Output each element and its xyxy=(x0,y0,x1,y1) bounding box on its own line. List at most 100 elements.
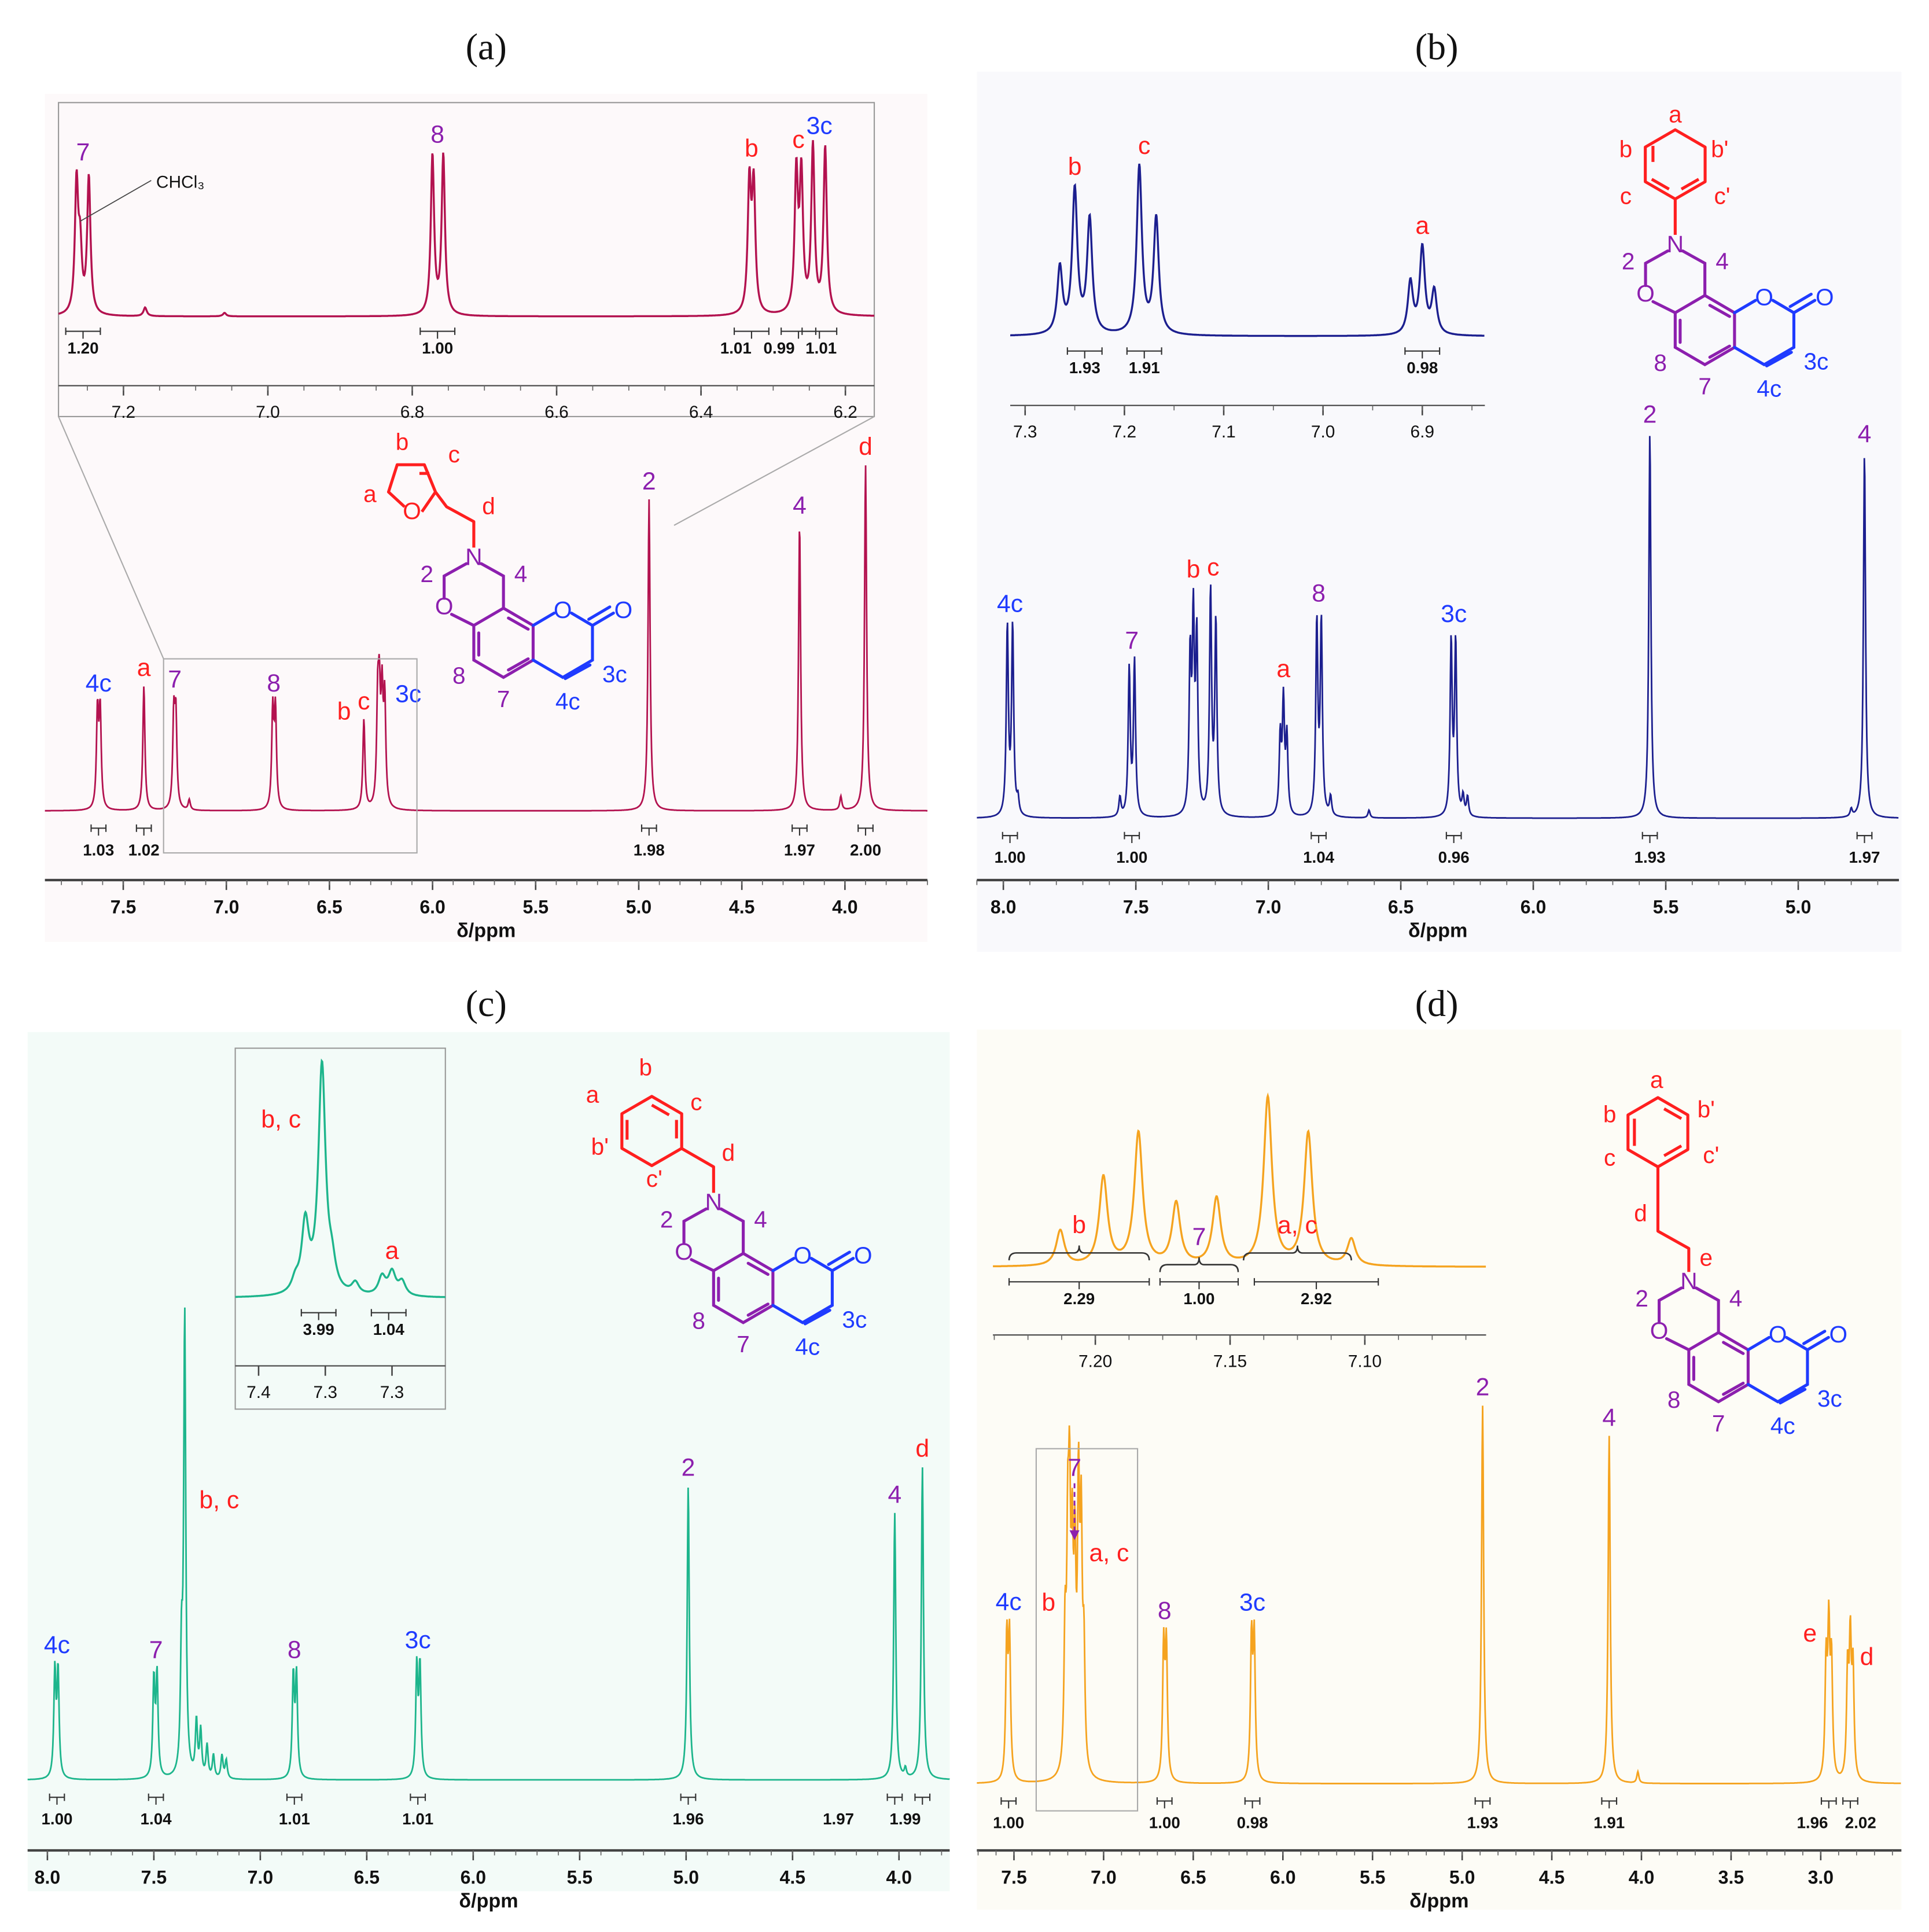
peak-label: c xyxy=(1138,132,1150,160)
atom-o: O xyxy=(554,597,572,623)
inset-frame xyxy=(58,102,875,417)
integral-bracket xyxy=(1404,347,1441,359)
peak-label: 2 xyxy=(682,1453,695,1481)
bond xyxy=(680,1147,715,1193)
atom-n: N xyxy=(705,1188,722,1215)
integral-bracket xyxy=(1244,1797,1261,1809)
integral-value: 1.04 xyxy=(373,1320,405,1338)
x-tick-label: 7.3 xyxy=(1013,422,1037,441)
peak-label: CHCl₃ xyxy=(156,173,205,192)
panel-title: (a) xyxy=(466,27,507,68)
position-label: 8 xyxy=(1667,1386,1681,1413)
integral-value: 2.02 xyxy=(1845,1814,1876,1832)
position-label: b xyxy=(1619,135,1633,162)
position-label: b' xyxy=(1711,135,1728,162)
x-tick-label: 7.0 xyxy=(248,1867,274,1888)
integral-value: 1.93 xyxy=(1069,359,1100,377)
integral-value: 2.00 xyxy=(850,841,881,859)
x-tick-label: 4.0 xyxy=(1629,1867,1655,1888)
integral-value: 1.96 xyxy=(672,1810,704,1828)
peak-label: 7 xyxy=(76,138,90,166)
peak-label: 8 xyxy=(430,120,444,148)
position-label: c xyxy=(690,1088,702,1115)
atom-o: O xyxy=(403,498,421,524)
atom-o: O xyxy=(614,597,633,623)
integral-bracket xyxy=(640,824,657,836)
x-tick-label: 5.5 xyxy=(523,897,549,918)
integral-value: 1.93 xyxy=(1635,848,1666,866)
integral-value: 2.29 xyxy=(1063,1290,1095,1308)
integral-bracket xyxy=(792,824,808,836)
atom-o: O xyxy=(1769,1321,1787,1348)
position-label: b xyxy=(639,1054,653,1081)
x-tick-label: 7.5 xyxy=(111,897,137,918)
x-tick-label: 6.0 xyxy=(461,1867,487,1888)
integral-value: 1.00 xyxy=(1183,1290,1214,1308)
peak-label: b xyxy=(1187,555,1201,583)
peak-label: 7 xyxy=(168,665,182,693)
integral-value: 1.02 xyxy=(128,841,160,859)
peak-label: a xyxy=(1415,212,1429,240)
integral-value: 3.99 xyxy=(303,1320,334,1338)
peak-label: b xyxy=(1068,153,1082,181)
position-label: 7 xyxy=(497,686,510,712)
peak-label: b xyxy=(745,135,759,163)
atom-o: O xyxy=(1650,1318,1669,1344)
position-label: 7 xyxy=(1712,1410,1725,1437)
peak-label: 4 xyxy=(1602,1404,1616,1431)
panel-b: (b) 8.0 7.5 7.0 6.5 6.0 5.5 5.0 δ/ppm 1.00 1.00 1.0… xyxy=(976,27,1902,952)
peak-label: 7 xyxy=(149,1636,163,1664)
double-bond xyxy=(717,1261,770,1317)
position-label: 3c xyxy=(1803,348,1828,375)
peak-label: b, c xyxy=(261,1105,301,1133)
position-label: 4c xyxy=(555,688,580,715)
position-label: c xyxy=(1604,1145,1615,1171)
x-tick-label: 8.0 xyxy=(35,1867,61,1888)
peak-label: 3c xyxy=(1441,600,1467,628)
peak-label: b, c xyxy=(199,1486,239,1514)
x-axis-label: δ/ppm xyxy=(1408,919,1467,941)
integral-value: 2.92 xyxy=(1301,1290,1332,1308)
integral-value: 1.97 xyxy=(784,841,815,859)
position-label: c' xyxy=(1703,1142,1719,1168)
x-tick-label: 6.5 xyxy=(316,897,343,918)
bond xyxy=(771,1250,855,1326)
position-label: c' xyxy=(1714,182,1731,209)
atom-n: N xyxy=(1680,1268,1697,1294)
integral-value: 1.00 xyxy=(993,1814,1024,1832)
integral-bracket xyxy=(1126,347,1162,359)
peak-label: 4c xyxy=(996,1588,1022,1616)
x-axis-label: δ/ppm xyxy=(459,1890,518,1912)
atom-o: O xyxy=(1636,280,1655,307)
peak-label: 4c xyxy=(86,669,112,697)
main-spectrum: 8.0 7.5 7.0 6.5 6.0 5.5 5.0 δ/ppm 1.00 1.00 1.04 0.… xyxy=(976,401,1899,941)
integral-bracket xyxy=(1445,831,1462,843)
position-label: b xyxy=(1603,1101,1617,1128)
bond xyxy=(1633,1107,1683,1157)
position-label: 3c xyxy=(1817,1385,1842,1412)
panel-background xyxy=(27,1032,950,1891)
peak-label: 4c xyxy=(997,590,1023,618)
peak-label: 2 xyxy=(1643,401,1657,429)
double-bond xyxy=(1692,1341,1745,1396)
bond xyxy=(1746,1330,1830,1405)
integral-value: 1.20 xyxy=(68,339,99,357)
x-tick-label: 7.5 xyxy=(1123,897,1149,918)
integral-value: 1.00 xyxy=(422,339,453,357)
peak-label: d xyxy=(915,1435,929,1463)
position-label: 2 xyxy=(420,561,433,587)
x-tick-label: 7.0 xyxy=(213,897,240,918)
integral-value: 1.96 xyxy=(1797,1814,1828,1832)
x-tick-label: 4.5 xyxy=(1539,1867,1565,1888)
position-label: d xyxy=(722,1139,735,1166)
integral-bracket xyxy=(1601,1797,1618,1809)
integral-bracket xyxy=(680,1793,697,1805)
bond xyxy=(1644,128,1707,235)
position-label: 4 xyxy=(754,1206,767,1232)
x-tick-label: 4.0 xyxy=(832,897,858,918)
x-axis-label: δ/ppm xyxy=(1409,1890,1468,1912)
integral-bracket xyxy=(1124,831,1140,843)
integral-value: 1.00 xyxy=(1116,848,1147,866)
peak-label: a, c xyxy=(1278,1211,1317,1239)
integral-bracket xyxy=(1842,1797,1858,1809)
